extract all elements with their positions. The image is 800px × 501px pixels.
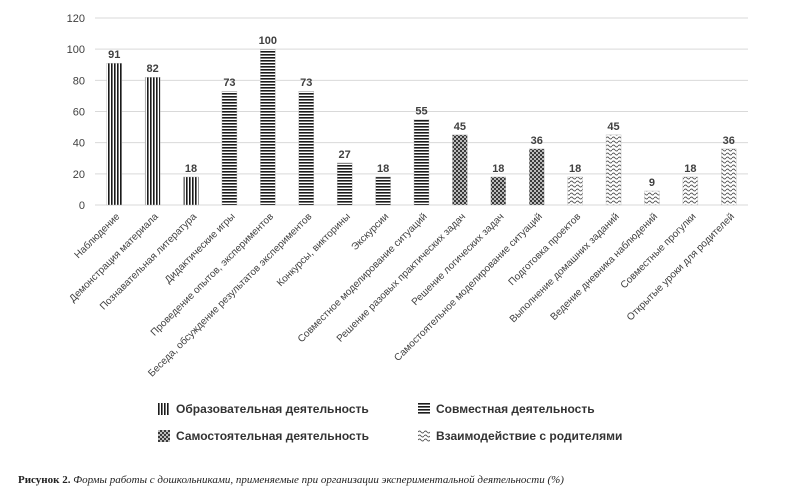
value-label: 73 <box>223 77 235 89</box>
y-tick-label: 40 <box>73 138 85 150</box>
y-tick-label: 100 <box>67 44 85 56</box>
value-label: 18 <box>377 163 389 175</box>
bars <box>106 48 737 206</box>
bar <box>106 62 122 206</box>
legend-item-independent: Самостоятельная деятельность <box>158 429 369 443</box>
bar <box>144 77 161 206</box>
bar <box>413 119 430 206</box>
value-label: 82 <box>146 63 158 75</box>
bar <box>605 134 622 206</box>
bar <box>567 176 583 206</box>
value-label: 100 <box>259 35 277 47</box>
bar <box>375 176 391 206</box>
y-tick-label: 60 <box>73 107 85 119</box>
legend-label: Образовательная деятельность <box>176 402 369 416</box>
bar <box>183 176 199 206</box>
legend-swatch-wave <box>418 430 430 442</box>
value-labels: 91 82 18 73 100 73 27 18 55 45 18 36 18 45 9 18 36 <box>108 35 735 189</box>
legend-item-educational: Образовательная деятельность <box>158 402 369 416</box>
value-label: 91 <box>108 49 120 61</box>
value-label: 18 <box>684 163 696 175</box>
bar <box>721 148 737 206</box>
value-label: 18 <box>569 163 581 175</box>
value-label: 18 <box>185 163 197 175</box>
value-label: 27 <box>339 149 351 161</box>
x-tick-label: Конкурсы, викторины <box>275 211 353 289</box>
value-label: 45 <box>454 121 466 133</box>
bar <box>298 91 314 206</box>
bar <box>644 190 660 206</box>
bar <box>221 91 238 206</box>
x-tick-label: Самостоятельное моделирование ситуаций <box>392 211 544 363</box>
legend-label: Самостоятельная деятельность <box>176 429 369 443</box>
legend-swatch-vertical <box>158 403 170 415</box>
bar <box>260 48 276 206</box>
legend-swatch-horizontal <box>418 403 430 415</box>
legend-label: Совместная деятельность <box>436 402 595 416</box>
caption-text: Формы работы с дошкольниками, применяемы… <box>73 474 564 486</box>
x-tick-label: Дидактические игры <box>163 211 238 286</box>
x-tick-label: Совместные прогулки <box>619 211 699 291</box>
y-tick-label: 120 <box>67 13 85 25</box>
y-tick-label: 20 <box>73 169 85 181</box>
x-tick-label: Подготовка проектов <box>507 211 584 288</box>
x-tick-label: Экскурсии <box>350 211 392 253</box>
legend-swatch-checker <box>158 430 170 442</box>
caption-label: Рисунок 2. <box>18 474 71 486</box>
figure-caption: Рисунок 2. Формы работы с дошкольниками,… <box>18 474 564 486</box>
bar-chart: 0 20 40 60 80 100 120 91 82 18 73 100 73 27 18 55 45 18 3… <box>67 13 748 379</box>
bar <box>336 162 353 206</box>
bar <box>529 148 545 206</box>
bar <box>682 176 699 206</box>
y-tick-label: 0 <box>79 200 85 212</box>
value-label: 55 <box>415 105 427 117</box>
legend-item-parents: Взаимодействие с родителями <box>418 429 622 443</box>
value-label: 36 <box>531 135 543 147</box>
bar <box>490 176 507 206</box>
legend-item-joint: Совместная деятельность <box>418 402 595 416</box>
value-label: 18 <box>492 163 504 175</box>
y-axis-ticks: 0 20 40 60 80 100 120 <box>67 13 85 212</box>
legend-label: Взаимодействие с родителями <box>436 429 623 443</box>
value-label: 45 <box>607 121 619 133</box>
value-label: 9 <box>649 177 655 189</box>
value-label: 73 <box>300 77 312 89</box>
value-label: 36 <box>723 135 735 147</box>
y-tick-label: 80 <box>73 75 85 87</box>
bar <box>452 134 468 206</box>
